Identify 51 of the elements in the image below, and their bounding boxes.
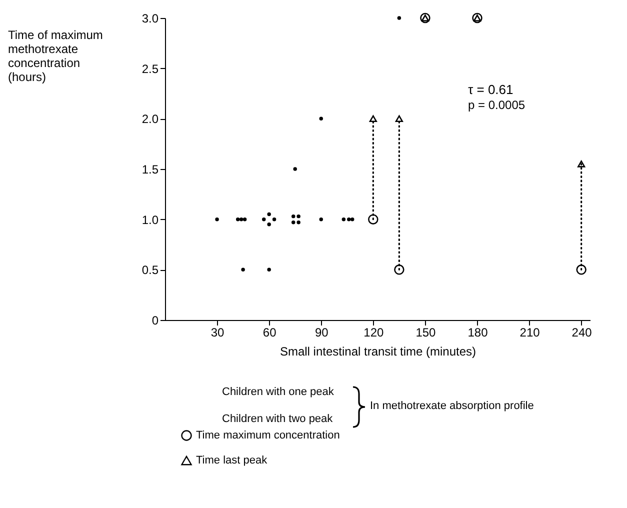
y-tick-label: 2.5 xyxy=(142,62,159,76)
point xyxy=(319,116,323,121)
y-tick-label: 1.5 xyxy=(142,162,159,176)
y-tick-label: 2.0 xyxy=(142,112,159,126)
point xyxy=(272,217,276,222)
x-tick-label: 210 xyxy=(520,326,540,340)
point xyxy=(291,220,296,224)
point xyxy=(576,264,586,275)
y-axis-title: Time of maximum methotrexate concentration (hours) xyxy=(8,28,103,84)
x-tick-label: 60 xyxy=(262,326,277,340)
point xyxy=(342,217,346,222)
point xyxy=(262,217,266,222)
text: Children with one peak xyxy=(222,386,334,398)
point xyxy=(369,115,377,122)
point xyxy=(236,217,240,222)
legend-label: Time last peak xyxy=(196,454,268,466)
point xyxy=(241,268,245,272)
point xyxy=(296,220,300,224)
point xyxy=(347,217,351,222)
y-tick-label: 0 xyxy=(152,314,159,328)
x-tick-label: 150 xyxy=(416,326,436,340)
point xyxy=(394,264,404,275)
x-tick-label: 120 xyxy=(364,326,384,340)
x-tick-label: 30 xyxy=(210,326,225,340)
annotation: τ = 0.61 xyxy=(468,82,514,97)
point xyxy=(397,16,402,20)
point xyxy=(319,217,323,222)
point xyxy=(296,214,300,218)
x-tick-label: 180 xyxy=(468,326,488,340)
point xyxy=(215,217,219,222)
y-tick-label: 0.5 xyxy=(142,263,159,278)
point xyxy=(267,222,271,226)
x-tick-label: 90 xyxy=(314,326,329,340)
point xyxy=(242,217,247,222)
point xyxy=(578,160,586,168)
x-tick-label: 240 xyxy=(572,326,592,340)
point xyxy=(368,214,378,224)
point xyxy=(239,217,244,222)
point xyxy=(267,212,271,216)
y-tick-label: 3.0 xyxy=(142,12,159,26)
point xyxy=(293,167,297,171)
text: In methotrexate absorption profile xyxy=(370,400,534,412)
point xyxy=(291,214,296,218)
annotation: p = 0.0005 xyxy=(468,98,526,112)
legend-label: Time maximum concentration xyxy=(196,430,340,442)
text: Children with two peak xyxy=(222,413,333,425)
y-tick-label: 1.0 xyxy=(142,212,159,227)
point xyxy=(395,115,403,122)
point xyxy=(350,217,354,222)
point xyxy=(267,268,271,272)
x-axis-title: Small intestinal transit time (minutes) xyxy=(280,344,476,358)
